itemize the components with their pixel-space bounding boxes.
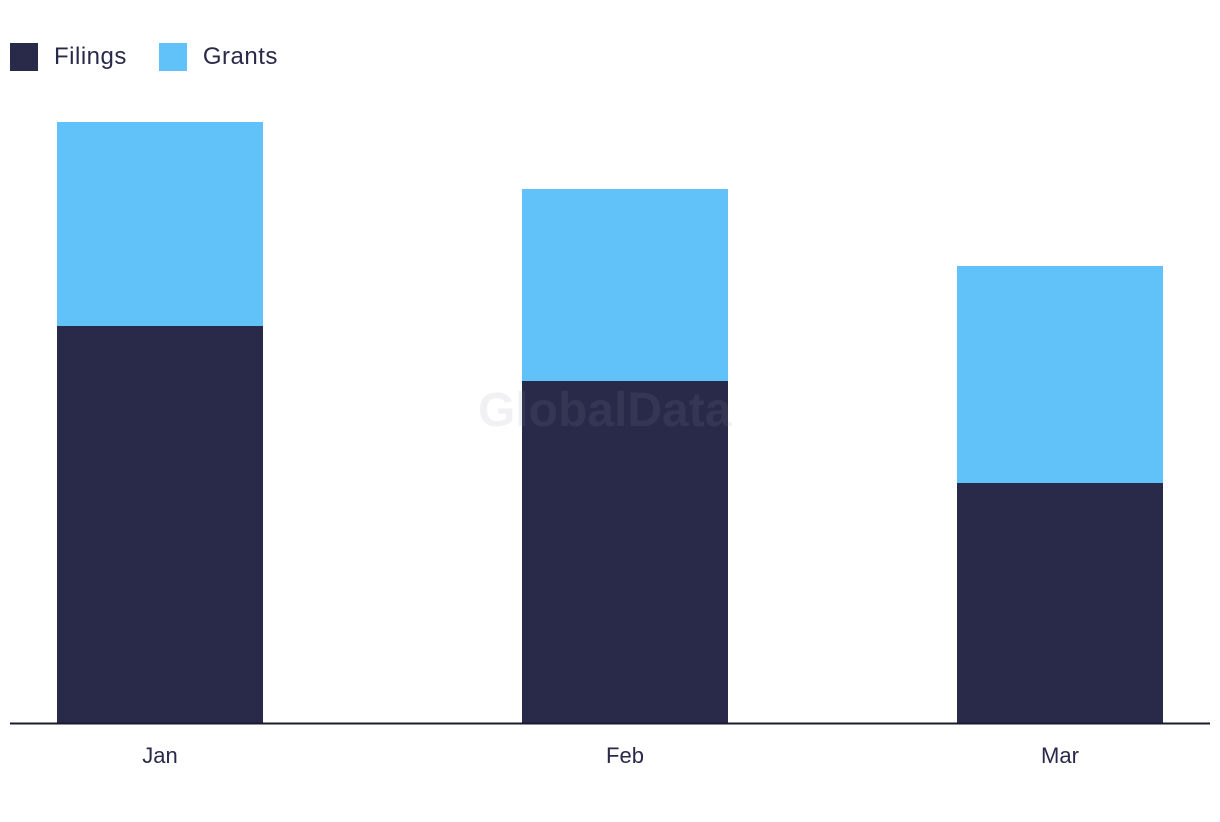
legend-label-filings: Filings [54, 43, 127, 70]
chart-legend: Filings Grants [10, 43, 310, 71]
x-tick-label-feb: Feb [606, 743, 644, 768]
legend-label-grants: Grants [202, 43, 278, 70]
bar-grants-jan[interactable] [57, 122, 263, 326]
bar-grants-mar[interactable] [957, 266, 1163, 483]
x-tick-label-jan: Jan [142, 743, 177, 768]
legend-swatch-filings [10, 43, 38, 71]
bar-filings-jan[interactable] [57, 326, 263, 723]
legend-item-grants[interactable]: Grants [158, 43, 278, 71]
legend-swatch-grants [158, 43, 187, 71]
bar-filings-feb[interactable] [522, 381, 728, 723]
x-tick-label-mar: Mar [1041, 743, 1079, 768]
bar-grants-feb[interactable] [522, 189, 728, 381]
bar-filings-mar[interactable] [957, 483, 1163, 723]
legend-item-filings[interactable]: Filings [10, 43, 127, 71]
